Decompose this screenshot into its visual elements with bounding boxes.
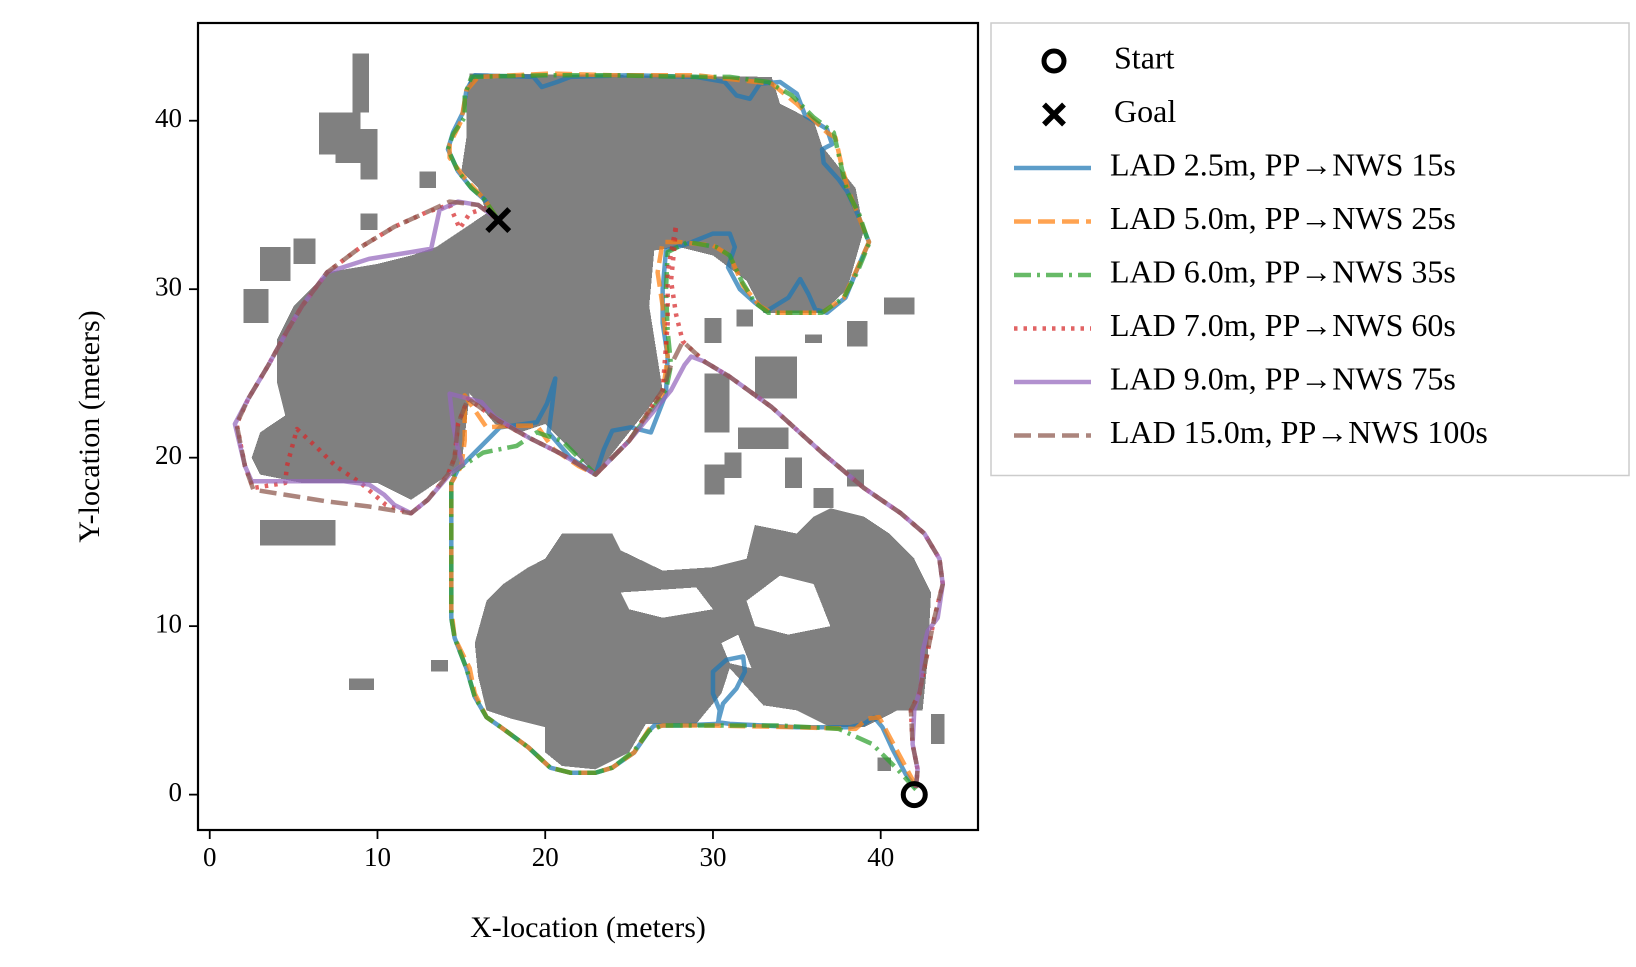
- legend-label: LAD 15.0m, PP→NWS 100s: [1110, 414, 1488, 450]
- obstacle: [293, 238, 316, 264]
- x-axis-label: X-location (meters): [470, 911, 706, 944]
- y-tick-label: 20: [155, 440, 182, 470]
- plot-frame: [196, 21, 980, 832]
- x-tick-label: 20: [532, 842, 559, 872]
- obstacle: [736, 309, 754, 327]
- y-tick-label: 0: [169, 777, 183, 807]
- obstacle: [352, 53, 370, 113]
- occupancy-map: [243, 53, 945, 772]
- legend-label: LAD 5.0m, PP→NWS 25s: [1110, 200, 1456, 236]
- trajectory: [234, 199, 946, 789]
- x-tick-label: 30: [699, 842, 726, 872]
- start-marker: [900, 781, 928, 809]
- start-marker: [1041, 48, 1067, 74]
- obstacle: [884, 297, 915, 315]
- obstacle: [785, 457, 802, 488]
- x-tick-label: 10: [364, 842, 391, 872]
- y-tick-label: 30: [155, 271, 182, 301]
- obstacle: [805, 334, 822, 344]
- obstacle: [931, 713, 945, 745]
- obstacle: [431, 659, 448, 672]
- y-tick-label: 40: [155, 103, 182, 133]
- goal-marker: [485, 207, 512, 234]
- legend-label: LAD 7.0m, PP→NWS 60s: [1110, 307, 1456, 343]
- obstacle: [335, 129, 370, 163]
- legend-frame: [990, 22, 1630, 477]
- obstacle: [704, 317, 722, 344]
- obstacle: [260, 247, 291, 281]
- free-space: [746, 575, 831, 635]
- obstacle: [474, 508, 932, 770]
- obstacle: [813, 487, 834, 509]
- obstacle: [704, 373, 730, 433]
- free-space: [620, 587, 713, 618]
- obstacle: [754, 356, 797, 399]
- legend-label: Goal: [1114, 93, 1176, 129]
- obstacle: [847, 321, 868, 347]
- obstacle: [348, 678, 375, 691]
- obstacle: [251, 73, 864, 500]
- x-tick-label: 40: [867, 842, 894, 872]
- y-tick-label: 10: [155, 608, 182, 638]
- obstacle: [243, 289, 269, 323]
- trajectory: [445, 72, 918, 792]
- y-axis-label: Y-location (meters): [73, 310, 106, 542]
- trajectories: [232, 71, 946, 792]
- legend-label: Start: [1114, 39, 1175, 75]
- obstacle: [738, 427, 789, 450]
- x-tick-label: 0: [203, 842, 217, 872]
- obstacle: [704, 464, 725, 495]
- goal-marker: [1042, 102, 1066, 127]
- legend-label: LAD 9.0m, PP→NWS 75s: [1110, 360, 1456, 396]
- obstacle: [260, 520, 336, 546]
- obstacle: [360, 213, 378, 231]
- legend-label: LAD 6.0m, PP→NWS 35s: [1110, 253, 1456, 289]
- endpoints: [485, 207, 928, 809]
- obstacle: [724, 452, 742, 478]
- legend-label: LAD 2.5m, PP→NWS 15s: [1110, 146, 1456, 182]
- plot-area: [232, 53, 946, 809]
- obstacle: [419, 171, 437, 189]
- trajectory: [445, 72, 918, 790]
